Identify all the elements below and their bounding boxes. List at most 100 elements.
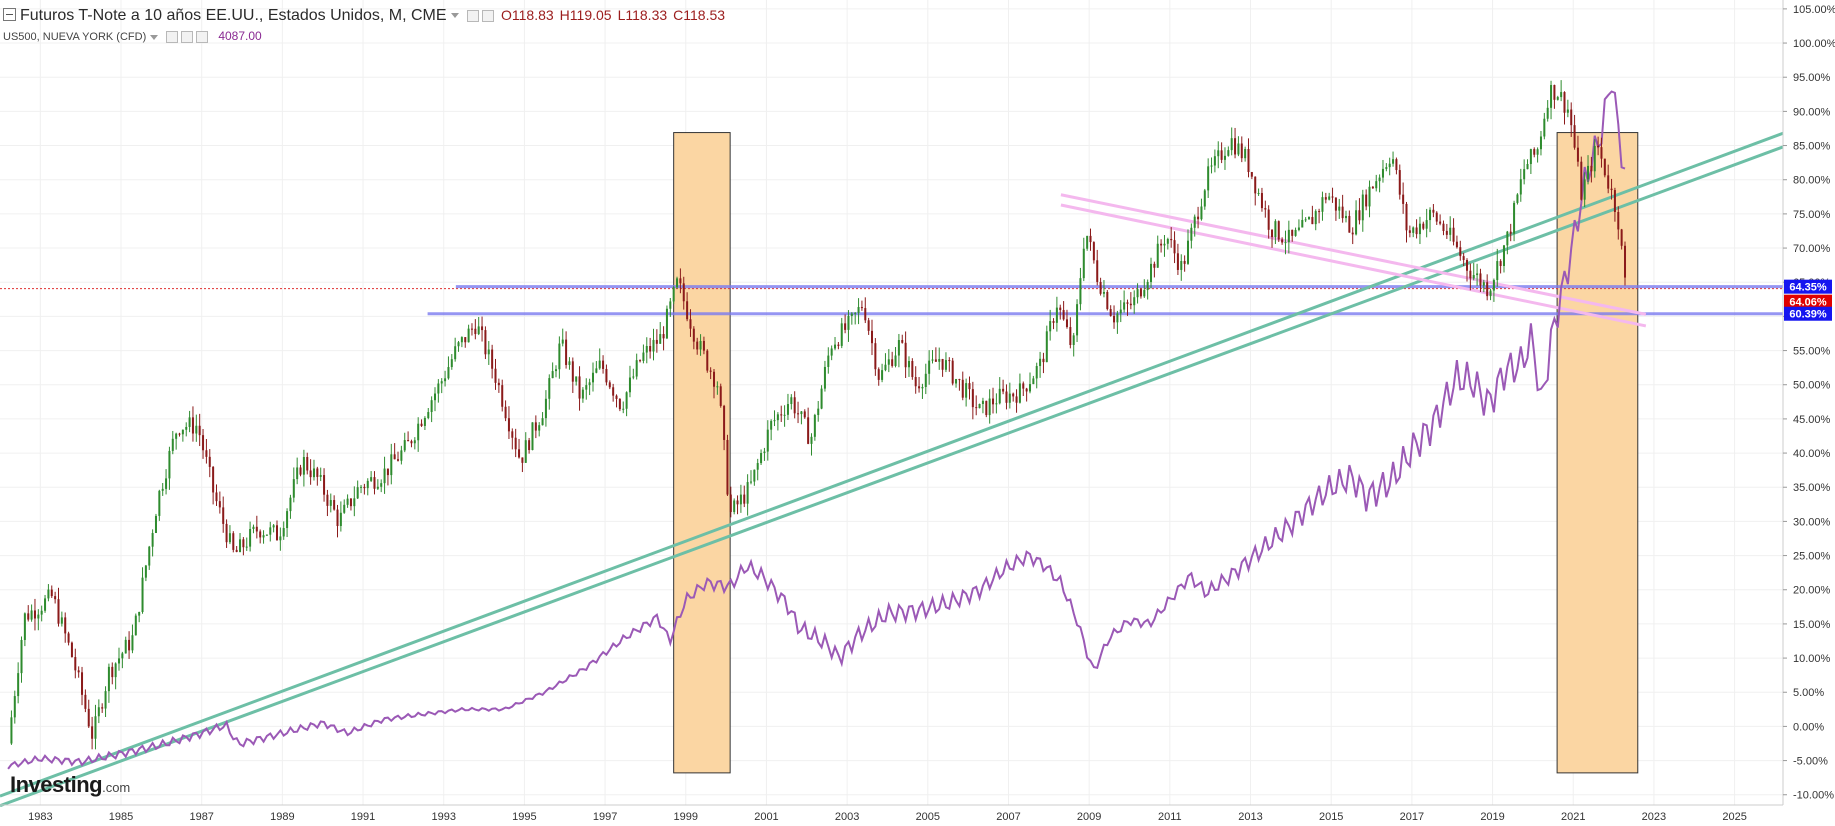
y-tick-label: 5.00% [1793, 687, 1824, 699]
candle-body [971, 389, 974, 408]
candle-body [847, 315, 850, 330]
main-symbol-title[interactable]: Futuros T-Note a 10 años EE.UU., Estados… [20, 7, 447, 24]
candle-body [1069, 327, 1072, 345]
candle-body [692, 328, 695, 342]
secondary-symbol-row: US500, NUEVA YORK (CFD) 4087.00 [3, 29, 262, 44]
visibility-icon[interactable] [481, 9, 494, 22]
candle-body [524, 440, 527, 463]
candle-body [608, 382, 611, 388]
candle-body [296, 467, 299, 480]
candle-body [1156, 243, 1159, 268]
candle-body [1076, 304, 1079, 336]
candle-body [904, 342, 907, 368]
candle-body [1375, 181, 1378, 189]
candle-body [84, 694, 87, 709]
candle-body [591, 372, 594, 383]
candle-body [450, 359, 453, 368]
candle-body [1244, 148, 1247, 159]
candle-body [1032, 378, 1035, 385]
candle-body [454, 346, 457, 360]
candle-body [1281, 239, 1284, 243]
candle-body [985, 400, 988, 416]
candle-body [1267, 209, 1270, 230]
candle-body [924, 373, 927, 388]
candle-body [249, 528, 252, 547]
candle-body [1220, 150, 1223, 160]
pink-channel [1060, 193, 1647, 328]
candle-body [602, 360, 605, 369]
highlight-box [1556, 132, 1639, 774]
candle-body [390, 454, 393, 476]
investing-logo: Investing.com [10, 772, 131, 797]
candle-body [884, 364, 887, 371]
candle-body [548, 378, 551, 399]
candle-body [420, 423, 423, 426]
secondary-symbol-title[interactable]: US500, NUEVA YORK (CFD) [3, 31, 147, 43]
chevron-down-icon[interactable] [450, 13, 459, 19]
candle-body [1133, 297, 1136, 306]
candle-body [407, 440, 410, 442]
candle-body [518, 449, 521, 458]
candle-body [1274, 221, 1277, 238]
y-tick-label: 40.00% [1793, 448, 1831, 460]
y-tick-label: -5.00% [1793, 756, 1828, 768]
candle-body [699, 340, 702, 350]
candle-body [373, 477, 376, 489]
candle-body [618, 398, 621, 410]
candle-body [1355, 210, 1358, 235]
candle-body [669, 301, 672, 309]
candle-body [1059, 307, 1062, 311]
tnote-candles [10, 80, 1627, 750]
candle-body [1580, 161, 1583, 200]
candle-body [1113, 315, 1116, 323]
candle-body [1193, 216, 1196, 228]
candle-body [1203, 190, 1206, 207]
candle-body [951, 360, 954, 384]
candle-body [1052, 321, 1055, 323]
candle-body [881, 370, 884, 380]
candle-body [975, 407, 978, 409]
chevron-down-icon[interactable] [150, 34, 159, 40]
candle-body [800, 411, 803, 415]
candle-body [433, 393, 437, 401]
candle-body [1207, 166, 1210, 191]
high-value: H119.05 [559, 7, 612, 23]
candle-body [1610, 188, 1613, 191]
candle-body [813, 415, 816, 437]
candle-body [235, 549, 238, 552]
candle-body [148, 546, 151, 566]
candle-body [1314, 211, 1317, 225]
y-tick-label: 90.00% [1793, 106, 1831, 118]
candle-body [894, 355, 897, 366]
candle-body [1150, 263, 1153, 283]
candle-body [269, 527, 272, 535]
candle-body [585, 385, 588, 390]
collapse-toggle-icon[interactable] [3, 8, 16, 22]
candle-body [628, 377, 631, 393]
candle-body [595, 368, 598, 373]
candle-body [1432, 209, 1435, 213]
settings-icon[interactable] [466, 9, 479, 22]
candle-body [864, 308, 867, 321]
candle-body [1143, 290, 1146, 297]
y-tick-label: 20.00% [1793, 585, 1831, 597]
settings-icon[interactable] [166, 31, 179, 44]
candle-body [363, 486, 366, 489]
close-icon[interactable] [196, 31, 209, 44]
close-value: C118.53 [673, 7, 726, 23]
candle-body [1593, 145, 1596, 172]
candle-body [1119, 309, 1122, 314]
candle-body [81, 672, 84, 695]
candle-body [60, 617, 63, 624]
candle-body [753, 469, 756, 482]
spx-series [7, 90, 1626, 770]
candle-body [141, 577, 144, 612]
visibility-icon[interactable] [181, 31, 194, 44]
y-tick-label: 25.00% [1793, 551, 1831, 563]
candle-body [128, 639, 131, 651]
candle-body [47, 589, 50, 599]
trendline [0, 131, 1784, 798]
candle-body [1533, 149, 1536, 155]
candle-body [1600, 147, 1603, 159]
